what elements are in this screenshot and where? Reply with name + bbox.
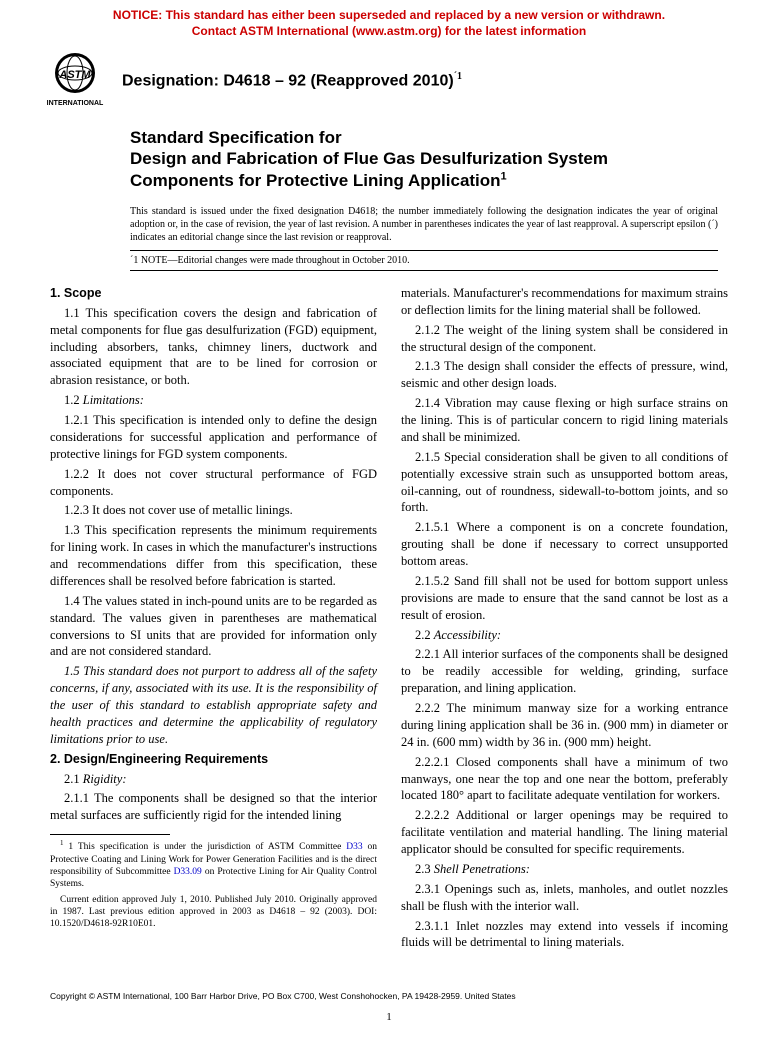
para-1-5-text: This standard does not purport to addres… bbox=[50, 664, 377, 746]
svg-text:ASTM: ASTM bbox=[58, 69, 91, 81]
para-2-3-1-1: 2.3.1.1 Inlet nozzles may extend into ve… bbox=[401, 918, 728, 952]
link-d33[interactable]: D33 bbox=[346, 842, 362, 852]
body-columns: 1. Scope 1.1 This specification covers t… bbox=[0, 285, 778, 951]
para-2-3-1: 2.3.1 Openings such as, inlets, manholes… bbox=[401, 881, 728, 915]
copyright-line: Copyright © ASTM International, 100 Barr… bbox=[0, 951, 778, 1005]
title-line3: Components for Protective Lining Applica… bbox=[130, 171, 501, 190]
designation-sup: ´1 bbox=[454, 71, 462, 82]
para-1-2: 1.2 Limitations: bbox=[50, 392, 377, 409]
limitations-label: Limitations: bbox=[83, 393, 144, 407]
para-2-2-2-2: 2.2.2.2 Additional or larger openings ma… bbox=[401, 807, 728, 858]
para-1-4: 1.4 The values stated in inch-pound unit… bbox=[50, 593, 377, 661]
notice-banner: NOTICE: This standard has either been su… bbox=[0, 0, 778, 43]
para-2-1-1b: materials. Manufacturer's recommendation… bbox=[401, 285, 728, 319]
title-line1: Standard Specification for bbox=[130, 128, 342, 147]
section-2-head: 2. Design/Engineering Requirements bbox=[50, 751, 377, 768]
para-2-1-1a: 2.1.1 The components shall be designed s… bbox=[50, 790, 377, 824]
epsilon-note: ´1 NOTE—Editorial changes were made thro… bbox=[130, 250, 718, 271]
notice-line1: NOTICE: This standard has either been su… bbox=[113, 8, 665, 22]
para-1-2-3: 1.2.3 It does not cover use of metallic … bbox=[50, 502, 377, 519]
para-2-1-5-1: 2.1.5.1 Where a component is on a concre… bbox=[401, 519, 728, 570]
designation: Designation: D4618 – 92 (Reapproved 2010… bbox=[122, 71, 462, 90]
para-2-1: 2.1 Rigidity: bbox=[50, 771, 377, 788]
footnote-sup: 1 bbox=[60, 839, 64, 847]
footnote-block: 1 1 This specification is under the juri… bbox=[50, 834, 377, 931]
title-block: Standard Specification for Design and Fa… bbox=[0, 109, 778, 271]
link-d3309[interactable]: D33.09 bbox=[174, 867, 202, 877]
issue-note: This standard is issued under the fixed … bbox=[130, 205, 718, 244]
para-2-2-1: 2.2.1 All interior surfaces of the compo… bbox=[401, 646, 728, 697]
shell-label: Shell Penetrations: bbox=[434, 862, 530, 876]
fn1a: 1 This specification is under the jurisd… bbox=[68, 842, 346, 852]
para-1-1: 1.1 This specification covers the design… bbox=[50, 305, 377, 389]
document-title: Standard Specification for Design and Fa… bbox=[130, 127, 718, 191]
para-2-1-4: 2.1.4 Vibration may cause flexing or hig… bbox=[401, 395, 728, 446]
para-2-2: 2.2 Accessibility: bbox=[401, 627, 728, 644]
footnote-2: Current edition approved July 1, 2010. P… bbox=[50, 894, 377, 931]
para-1-3: 1.3 This specification represents the mi… bbox=[50, 522, 377, 590]
title-sup: 1 bbox=[501, 170, 507, 182]
designation-code: D4618 – 92 (Reapproved 2010) bbox=[223, 72, 453, 89]
para-2-1-5: 2.1.5 Special consideration shall be giv… bbox=[401, 449, 728, 517]
title-line2: Design and Fabrication of Flue Gas Desul… bbox=[130, 149, 608, 168]
rigidity-label: Rigidity: bbox=[83, 772, 127, 786]
svg-text:INTERNATIONAL: INTERNATIONAL bbox=[47, 100, 104, 107]
notice-line2: Contact ASTM International (www.astm.org… bbox=[192, 24, 586, 38]
para-2-2-2-1: 2.2.2.1 Closed components shall have a m… bbox=[401, 754, 728, 805]
header-row: ASTM INTERNATIONAL Designation: D4618 – … bbox=[0, 43, 778, 109]
para-2-1-2: 2.1.2 The weight of the lining system sh… bbox=[401, 322, 728, 356]
para-1-2-1: 1.2.1 This specification is intended onl… bbox=[50, 412, 377, 463]
page-number: 1 bbox=[0, 1005, 778, 1037]
astm-logo: ASTM INTERNATIONAL bbox=[40, 51, 110, 109]
section-1-head: 1. Scope bbox=[50, 285, 377, 302]
para-2-1-5-2: 2.1.5.2 Sand fill shall not be used for … bbox=[401, 573, 728, 624]
footnote-1: 1 1 This specification is under the juri… bbox=[50, 839, 377, 891]
designation-prefix: Designation: bbox=[122, 72, 223, 89]
accessibility-label: Accessibility: bbox=[434, 628, 501, 642]
para-1-5: 1.5 This standard does not purport to ad… bbox=[50, 663, 377, 747]
para-2-2-2: 2.2.2 The minimum manway size for a work… bbox=[401, 700, 728, 751]
para-2-1-3: 2.1.3 The design shall consider the effe… bbox=[401, 358, 728, 392]
para-2-3: 2.3 Shell Penetrations: bbox=[401, 861, 728, 878]
footnote-separator bbox=[50, 834, 170, 835]
para-1-2-2: 1.2.2 It does not cover structural perfo… bbox=[50, 466, 377, 500]
